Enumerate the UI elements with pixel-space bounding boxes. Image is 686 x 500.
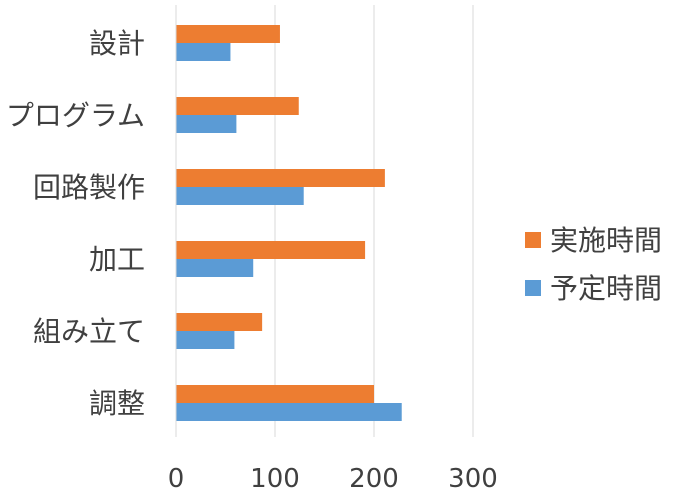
tick-labels: 0 100 200 300 xyxy=(168,464,498,494)
category-label-2: 回路製作 xyxy=(33,171,145,204)
legend-swatch-actual xyxy=(525,232,541,248)
bar-planned-4 xyxy=(176,331,234,349)
x-tick-label-0: 0 xyxy=(168,464,185,494)
category-label-1: プログラム xyxy=(6,99,145,132)
legend-label-actual: 実施時間 xyxy=(550,224,662,257)
bar-actual-0 xyxy=(176,25,280,43)
bar-planned-2 xyxy=(176,187,304,205)
bar-actual-4 xyxy=(176,313,262,331)
bar-planned-5 xyxy=(176,403,402,421)
x-tick-label-100: 100 xyxy=(250,464,300,494)
gridlines xyxy=(275,5,473,437)
legend-label-planned: 予定時間 xyxy=(550,272,662,305)
category-label-3: 加工 xyxy=(89,243,145,276)
bar-planned-1 xyxy=(176,115,236,133)
x-tick-label-200: 200 xyxy=(349,464,399,494)
bar-actual-5 xyxy=(176,385,374,403)
bar-actual-1 xyxy=(176,97,299,115)
category-label-0: 設計 xyxy=(89,27,145,60)
category-label-4: 組み立て xyxy=(33,315,145,348)
x-tick-label-300: 300 xyxy=(448,464,498,494)
bar-planned-3 xyxy=(176,259,253,277)
legend-swatch-planned xyxy=(525,280,541,296)
bars xyxy=(176,25,402,421)
bar-actual-3 xyxy=(176,241,365,259)
category-label-5: 調整 xyxy=(89,387,145,420)
bar-planned-0 xyxy=(176,43,230,61)
bar-actual-2 xyxy=(176,169,385,187)
